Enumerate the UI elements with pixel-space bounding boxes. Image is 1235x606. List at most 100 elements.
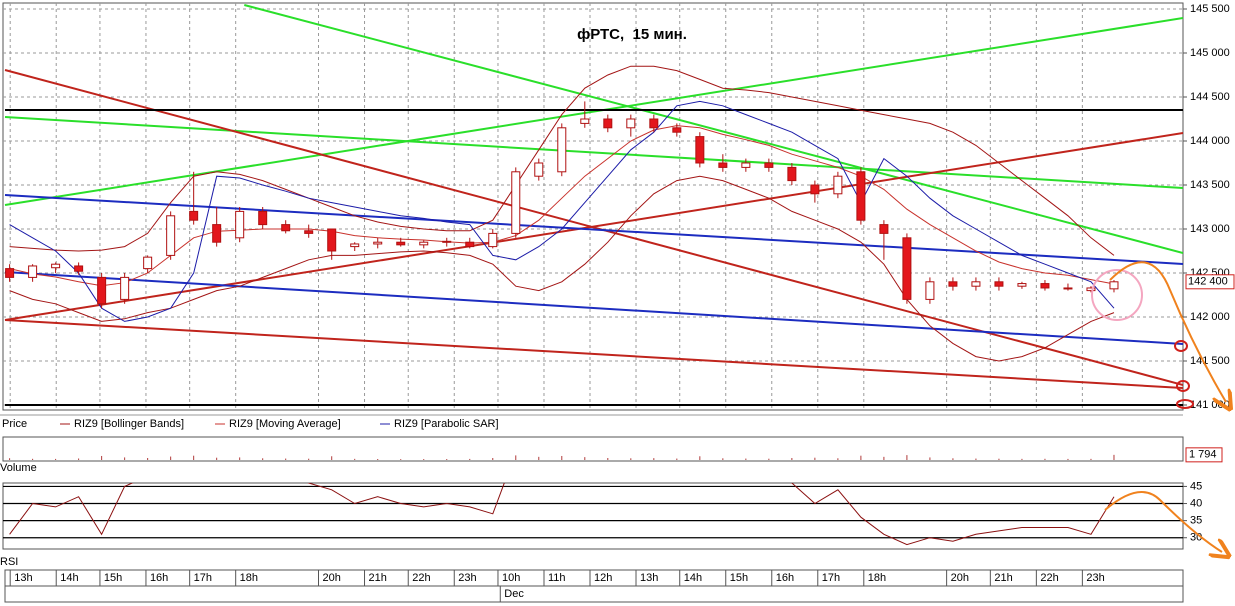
x-tick-label: 17h [822,572,840,584]
candle-body [373,241,383,245]
last-price-label: 142 400 [1188,276,1228,288]
legend-label: RIZ9 [Parabolic SAR] [394,418,499,430]
panel-label: Volume [0,462,37,474]
candle-body [649,118,659,129]
y-tick-label: 143 500 [1190,179,1230,191]
legend-label: RIZ9 [Moving Average] [229,418,341,430]
x-tick-label: 11h [548,572,566,584]
candle-body [189,210,199,221]
last-price-box [1185,274,1235,290]
candle-body [304,230,314,234]
candle-body [350,243,360,248]
candle-body [833,175,843,195]
x-tick-label: 14h [684,572,702,584]
candle-body [327,228,337,252]
candle-body [281,224,291,232]
candle-body [626,118,636,129]
x-tick-label: 15h [730,572,748,584]
candle-body [51,263,61,269]
panel-label: RSI [0,556,18,568]
candle-body [741,162,751,168]
x-tick-label: 17h [194,572,212,584]
indicator-line [9,125,1115,287]
candle-body [603,118,613,129]
candle-body [511,171,521,234]
x-tick-label: 18h [240,572,258,584]
y-tick-label: 144 500 [1190,91,1230,103]
x-tick-label: 22h [412,572,430,584]
candle-body [557,127,567,173]
trend-line [4,116,1183,189]
trend-line [4,319,1183,389]
y-tick-label: 144 000 [1190,135,1230,147]
candle-body [97,276,107,305]
rsi-plot [3,483,1183,546]
trend-line [4,271,1183,345]
y-tick-label: 145 000 [1190,47,1230,59]
x-tick-label: 10h [502,572,520,584]
x-tick-label: 13h [14,572,32,584]
y-tick-label: 141 000 [1190,399,1230,411]
candle-body [488,232,498,248]
candle-body [718,162,728,168]
candle-body [120,276,130,300]
x-tick-label: 16h [150,572,168,584]
candle-body [1063,287,1073,290]
candle-body [856,171,866,221]
candle-body [764,162,774,168]
highlight-oval [1176,380,1190,392]
x-tick-label: 23h [1086,572,1104,584]
rsi-line [9,483,1115,546]
candle-body [258,210,268,226]
x-tick-label: 14h [60,572,78,584]
candle-body [1017,283,1027,287]
trend-line [4,132,1183,321]
y-tick-label: 143 000 [1190,223,1230,235]
labels: 13h 14h 15h 16h 17h 18h 20h 21h 22h 23h 10h 11h 12h 1… [0,3,1235,602]
forecast-arrow [1109,261,1226,402]
candle-body [580,118,590,124]
indicator-line [9,100,1115,322]
highlight-oval [1174,340,1188,352]
candle-body [534,162,544,177]
candle-body [695,136,705,164]
chart-title: фРТС, 15 мин. [577,26,687,43]
candle-body [28,265,38,278]
price-plot [3,3,1183,410]
candle-body [442,240,452,243]
y-tick-label: 145 500 [1190,3,1230,15]
candle-body [879,224,889,234]
rsi-panel [2,482,1184,550]
legend-label: Price [2,418,27,430]
x-tick-label: 12h [594,572,612,584]
volume-plot [9,454,1115,460]
x-tick-label: 21h [994,572,1012,584]
x-tick-label: 20h [323,572,341,584]
y-tick-label: 142 000 [1190,311,1230,323]
candle-body [235,210,245,239]
x-tick-label: 15h [104,572,122,584]
y-tick-label: 35 [1190,515,1202,527]
candle-body [902,237,912,300]
x-tick-label: 18h [868,572,886,584]
candle-body [971,281,981,287]
candle-body [1086,287,1096,292]
candle-body [396,241,406,246]
candle-body [925,281,935,300]
candle-body [465,241,475,248]
x-tick-label: 16h [776,572,794,584]
last-volume-label: 1 794 [1189,449,1217,461]
candle-body [810,184,820,195]
candle-body [994,281,1004,287]
candle-body [5,268,15,278]
x-tick-label: 22h [1040,572,1058,584]
candle-body [212,224,222,243]
candle-body [419,241,429,246]
x-tick-label: 23h [458,572,476,584]
candle-body [948,281,958,287]
candle-body [1109,281,1119,290]
candle-body [166,215,176,256]
candle-body [1040,283,1050,289]
candle-body [143,256,153,270]
